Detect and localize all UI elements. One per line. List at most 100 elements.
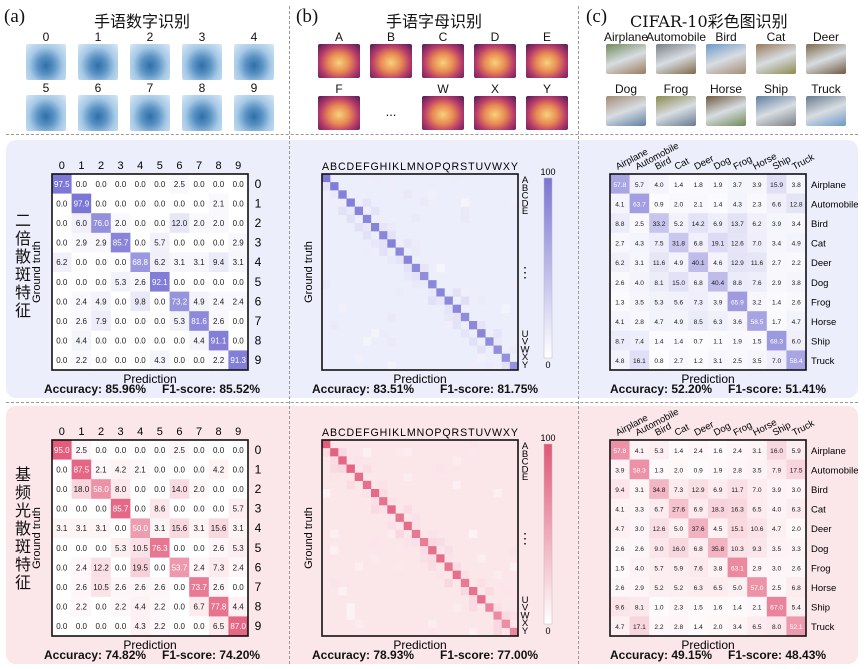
cell-label-c_top-5-2: 8.1 xyxy=(654,280,663,287)
cell-a_top-3-9 xyxy=(228,232,249,253)
cell-label-a_bot-8-6: 0.0 xyxy=(174,603,186,612)
cell-c_top-0-7 xyxy=(747,174,768,194)
cell-a_top-8-8 xyxy=(208,330,229,351)
thumb-label-a: A xyxy=(334,30,343,44)
cell-c_bot-4-6 xyxy=(727,518,748,539)
thumb-image-a xyxy=(318,44,360,78)
cell-a_top-4-3 xyxy=(110,252,131,273)
cell-b_top-G-G xyxy=(371,223,380,232)
cell-b_bot-W-W xyxy=(493,611,502,620)
cell-c_bot-8-2 xyxy=(649,596,670,617)
frame-c_bot xyxy=(609,439,807,637)
cell-a_top-0-7 xyxy=(189,174,210,194)
thumb-label-deer: Deer xyxy=(812,30,839,44)
cell-label-c_bot-5-4: 6.8 xyxy=(694,546,703,553)
cell-label-c_bot-5-2: 9.0 xyxy=(654,546,663,553)
cell-b_top-N-N xyxy=(420,272,429,281)
cell-label-a_top-3-0: 0.0 xyxy=(56,239,68,248)
cell-label-c_top-5-5: 40.4 xyxy=(711,280,724,287)
ytick-b_bot-B: B xyxy=(522,449,528,460)
cell-b_bot-I-L xyxy=(403,505,413,514)
cell-b_top-Q-S xyxy=(460,296,470,305)
cell-label-a_bot-9-3: 0.0 xyxy=(115,622,127,631)
cell-label-a_bot-0-6: 2.5 xyxy=(174,446,186,455)
cell-b_bot-F-D xyxy=(346,480,355,490)
cell-label-c_bot-7-8: 2.5 xyxy=(772,585,781,592)
cell-label-c_top-1-8: 6.6 xyxy=(772,201,781,208)
cell-a_top-5-0 xyxy=(52,272,72,292)
cell-label-a_top-3-3: 85.7 xyxy=(113,239,129,248)
cell-a_top-6-4 xyxy=(130,291,151,312)
cell-c_bot-7-9 xyxy=(786,577,807,598)
cell-b_top-P-P xyxy=(436,288,445,297)
cell-label-c_top-3-3: 31.8 xyxy=(672,241,685,248)
cell-label-c_top-9-9: 58.4 xyxy=(790,358,803,365)
cell-a_bot-8-9 xyxy=(228,596,249,617)
cell-label-c_bot-5-9: 3.3 xyxy=(792,546,801,553)
ylabel-b_top: Ground truth xyxy=(303,241,315,303)
cell-c_top-6-9 xyxy=(786,291,807,312)
cell-label-c_bot-3-9: 6.3 xyxy=(792,507,801,514)
cell-a_top-3-4 xyxy=(130,232,151,253)
cell-label-c_bot-9-6: 3.4 xyxy=(733,624,742,631)
cell-a_bot-5-9 xyxy=(228,538,249,558)
thumb-label-5: 5 xyxy=(42,81,50,95)
ytick-c_top-ship: Ship xyxy=(811,337,830,348)
thumb-image-7 xyxy=(130,95,170,131)
ytick-c_top-truck: Truck xyxy=(811,356,835,367)
cell-label-a_bot-0-4: 0.0 xyxy=(135,446,147,455)
cell-label-a_bot-0-8: 0.0 xyxy=(213,446,225,455)
cell-c_bot-2-2 xyxy=(649,479,670,500)
cell-label-c_top-9-3: 2.7 xyxy=(674,358,683,365)
cell-b_bot-O-O xyxy=(428,546,437,555)
cell-b_top-X-U xyxy=(477,353,486,363)
cell-b_top-M-P xyxy=(436,263,445,273)
cell-label-c_top-1-1: 63.7 xyxy=(633,201,646,208)
cell-b_top-Y-V xyxy=(485,361,494,371)
row-label-top: 二倍散斑特征 xyxy=(14,211,31,320)
cell-a_bot-4-7 xyxy=(189,518,210,539)
thumb-image-6 xyxy=(78,95,118,131)
cell-label-a_bot-3-8: 0.0 xyxy=(213,505,225,514)
cell-a_bot-1-2 xyxy=(91,459,112,480)
cell-c_top-9-1 xyxy=(629,350,650,371)
cell-b_bot-A-A xyxy=(322,440,331,449)
cell-c_bot-0-9 xyxy=(786,440,807,460)
cell-label-c_bot-2-6: 11.7 xyxy=(731,487,744,494)
cell-label-c_bot-6-6: 63.1 xyxy=(731,565,744,572)
cell-c_top-1-9 xyxy=(786,193,807,214)
cell-label-c_bot-0-4: 2.4 xyxy=(694,448,703,455)
cell-label-a_top-5-5: 92.1 xyxy=(152,278,168,287)
cell-c_bot-7-2 xyxy=(649,577,670,598)
cell-b_top-R-Q xyxy=(444,304,453,314)
cell-c_bot-3-1 xyxy=(629,498,650,519)
cell-label-a_top-0-2: 0.0 xyxy=(95,180,107,189)
cell-a_top-8-1 xyxy=(71,330,92,351)
thumb-label-9: 9 xyxy=(250,81,258,95)
cell-b_top-C-O xyxy=(428,190,437,199)
cell-a_top-5-1 xyxy=(71,272,92,292)
cell-label-c_bot-3-1: 3.3 xyxy=(635,507,644,514)
cell-label-c_bot-9-4: 1.4 xyxy=(694,624,703,631)
cell-a_top-7-6 xyxy=(169,311,190,332)
cell-b_bot-M-T xyxy=(469,529,478,539)
cell-c_top-5-2 xyxy=(649,272,670,292)
cell-a_top-9-8 xyxy=(208,350,229,371)
cell-c_top-6-8 xyxy=(766,291,787,312)
cell-c_bot-5-8 xyxy=(766,538,787,558)
cell-a_top-4-8 xyxy=(208,252,229,273)
cell-label-c_top-8-6: 1.9 xyxy=(733,339,742,346)
cell-c_top-3-4 xyxy=(688,232,709,253)
cell-label-a_top-7-9: 0.0 xyxy=(233,317,245,326)
cell-b_bot-W-X xyxy=(501,611,511,620)
cell-label-a_top-2-0: 0.0 xyxy=(56,219,68,228)
cell-c_top-9-6 xyxy=(727,350,748,371)
cell-b_bot-Q-O xyxy=(428,562,437,571)
cell-label-c_bot-3-6: 16.3 xyxy=(731,507,744,514)
cell-label-a_bot-3-4: 0.0 xyxy=(135,505,147,514)
cell-label-a_top-2-2: 76.0 xyxy=(93,219,109,228)
cell-b_top-I-H xyxy=(379,239,388,248)
cell-label-a_bot-8-2: 0.0 xyxy=(95,603,107,612)
ytick-b_top-E: E xyxy=(522,206,528,217)
cell-label-c_bot-5-3: 16.0 xyxy=(672,546,685,553)
